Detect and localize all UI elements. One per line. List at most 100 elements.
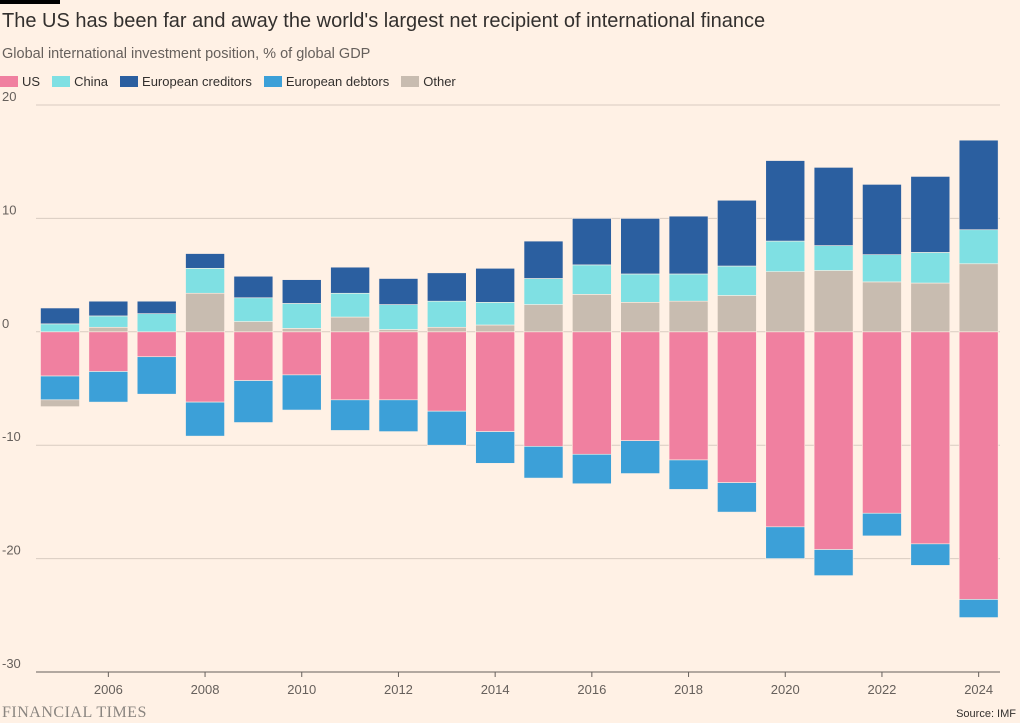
bar-group-2017 bbox=[620, 218, 661, 474]
bar-european-debtors-2019 bbox=[717, 482, 757, 513]
bar-european-creditors-2008 bbox=[185, 253, 225, 269]
bar-china-2005 bbox=[40, 323, 80, 333]
legend-item-china: China bbox=[52, 74, 108, 89]
x-tick-label: 2016 bbox=[577, 682, 606, 697]
bar-us-2022 bbox=[862, 331, 902, 514]
bar-european-debtors-2010 bbox=[281, 374, 322, 411]
bar-china-2023 bbox=[910, 252, 951, 284]
bar-european-creditors-2011 bbox=[330, 266, 370, 294]
bar-other-2011 bbox=[330, 316, 370, 333]
legend-item-other: Other bbox=[401, 74, 456, 89]
bar-european-creditors-2018 bbox=[668, 215, 709, 275]
bar-china-2014 bbox=[475, 302, 515, 326]
bar-china-2020 bbox=[765, 240, 806, 272]
legend-swatch-european-debtors bbox=[263, 76, 282, 87]
bar-china-2022 bbox=[862, 254, 902, 283]
legend-label-european-debtors: European debtors bbox=[285, 74, 390, 89]
bar-group-2021 bbox=[813, 167, 854, 576]
bar-other-2015 bbox=[523, 304, 564, 333]
bar-us-2017 bbox=[620, 331, 661, 441]
bar-group-2010 bbox=[281, 279, 322, 411]
bar-other-2010 bbox=[281, 328, 322, 333]
bar-european-creditors-2009 bbox=[233, 275, 274, 299]
bar-group-2023 bbox=[910, 176, 951, 566]
chart-title: The US has been far and away the world's… bbox=[2, 10, 766, 32]
bar-european-creditors-2024 bbox=[958, 139, 999, 231]
bar-group-2018 bbox=[668, 215, 709, 490]
bar-us-2011 bbox=[330, 331, 370, 401]
bar-us-2005 bbox=[40, 331, 80, 377]
bar-other-2022 bbox=[862, 281, 902, 333]
bar-group-2013 bbox=[426, 272, 467, 446]
bar-european-debtors-2014 bbox=[475, 431, 515, 464]
bar-other-2023 bbox=[910, 282, 951, 333]
bar-us-2009 bbox=[233, 331, 274, 381]
x-tick-label: 2014 bbox=[481, 682, 510, 697]
bar-european-creditors-2007 bbox=[136, 300, 177, 314]
legend-label-other: Other bbox=[423, 74, 456, 89]
legend-item-us: US bbox=[0, 74, 40, 89]
bar-us-2013 bbox=[426, 331, 467, 412]
bar-european-debtors-2013 bbox=[426, 410, 467, 446]
bar-other-2014 bbox=[475, 324, 515, 333]
bar-european-debtors-2011 bbox=[330, 399, 370, 431]
bar-group-2014 bbox=[475, 267, 515, 464]
legend-swatch-european-creditors bbox=[120, 76, 139, 87]
bar-other-2019 bbox=[717, 295, 757, 333]
legend-item-european-debtors: European debtors bbox=[263, 74, 390, 89]
bar-us-2016 bbox=[572, 331, 612, 455]
bar-european-creditors-2021 bbox=[813, 167, 854, 246]
bar-european-debtors-2012 bbox=[378, 399, 419, 432]
bar-other-2018 bbox=[668, 300, 709, 333]
bar-group-2007 bbox=[136, 300, 177, 395]
bar-european-debtors-2024 bbox=[958, 599, 999, 618]
bar-china-2015 bbox=[523, 278, 564, 305]
y-tick-label: 20 bbox=[2, 89, 16, 104]
source-note: Source: IMF bbox=[956, 708, 1016, 720]
bar-us-2007 bbox=[136, 331, 177, 358]
bar-european-creditors-2022 bbox=[862, 184, 902, 255]
bar-us-2012 bbox=[378, 331, 419, 401]
bar-us-2010 bbox=[281, 331, 322, 376]
x-tick-label: 2008 bbox=[191, 682, 220, 697]
bar-china-2006 bbox=[88, 315, 129, 328]
bar-group-2011 bbox=[330, 266, 370, 431]
y-tick-label: -30 bbox=[2, 656, 21, 671]
bar-other-2006 bbox=[88, 326, 129, 333]
bar-other-2017 bbox=[620, 302, 661, 333]
bar-group-2022 bbox=[862, 184, 902, 537]
bar-other-2016 bbox=[572, 294, 612, 333]
bar-group-2006 bbox=[88, 300, 129, 403]
bar-us-2019 bbox=[717, 331, 757, 483]
x-tick-label: 2020 bbox=[771, 682, 800, 697]
bar-china-2016 bbox=[572, 264, 612, 295]
bar-other-2012 bbox=[378, 329, 419, 333]
bar-china-2018 bbox=[668, 273, 709, 302]
bar-group-2012 bbox=[378, 278, 419, 432]
bar-european-creditors-2023 bbox=[910, 176, 951, 253]
ft-logo: FINANCIAL TIMES bbox=[2, 704, 147, 721]
bar-european-creditors-2020 bbox=[765, 160, 806, 242]
legend: US China European creditors European deb… bbox=[0, 74, 456, 89]
x-tick-label: 2006 bbox=[94, 682, 123, 697]
bar-european-debtors-2015 bbox=[523, 446, 564, 479]
bar-other-2020 bbox=[765, 271, 806, 333]
bar-other-2024 bbox=[958, 263, 999, 333]
x-tick-label: 2018 bbox=[674, 682, 703, 697]
bar-group-2020 bbox=[765, 160, 806, 559]
y-tick-label: 10 bbox=[2, 202, 16, 217]
bars bbox=[40, 139, 999, 618]
y-tick-label: -10 bbox=[2, 429, 21, 444]
bar-china-2019 bbox=[717, 265, 757, 296]
bar-european-creditors-2014 bbox=[475, 267, 515, 303]
legend-label-european-creditors: European creditors bbox=[142, 74, 252, 89]
bar-european-debtors-2016 bbox=[572, 453, 612, 485]
bar-european-creditors-2006 bbox=[88, 300, 129, 317]
bar-european-debtors-2021 bbox=[813, 549, 854, 576]
bar-group-2009 bbox=[233, 275, 274, 423]
bar-european-creditors-2005 bbox=[40, 307, 80, 325]
bar-us-2023 bbox=[910, 331, 951, 545]
legend-swatch-us bbox=[0, 76, 18, 87]
